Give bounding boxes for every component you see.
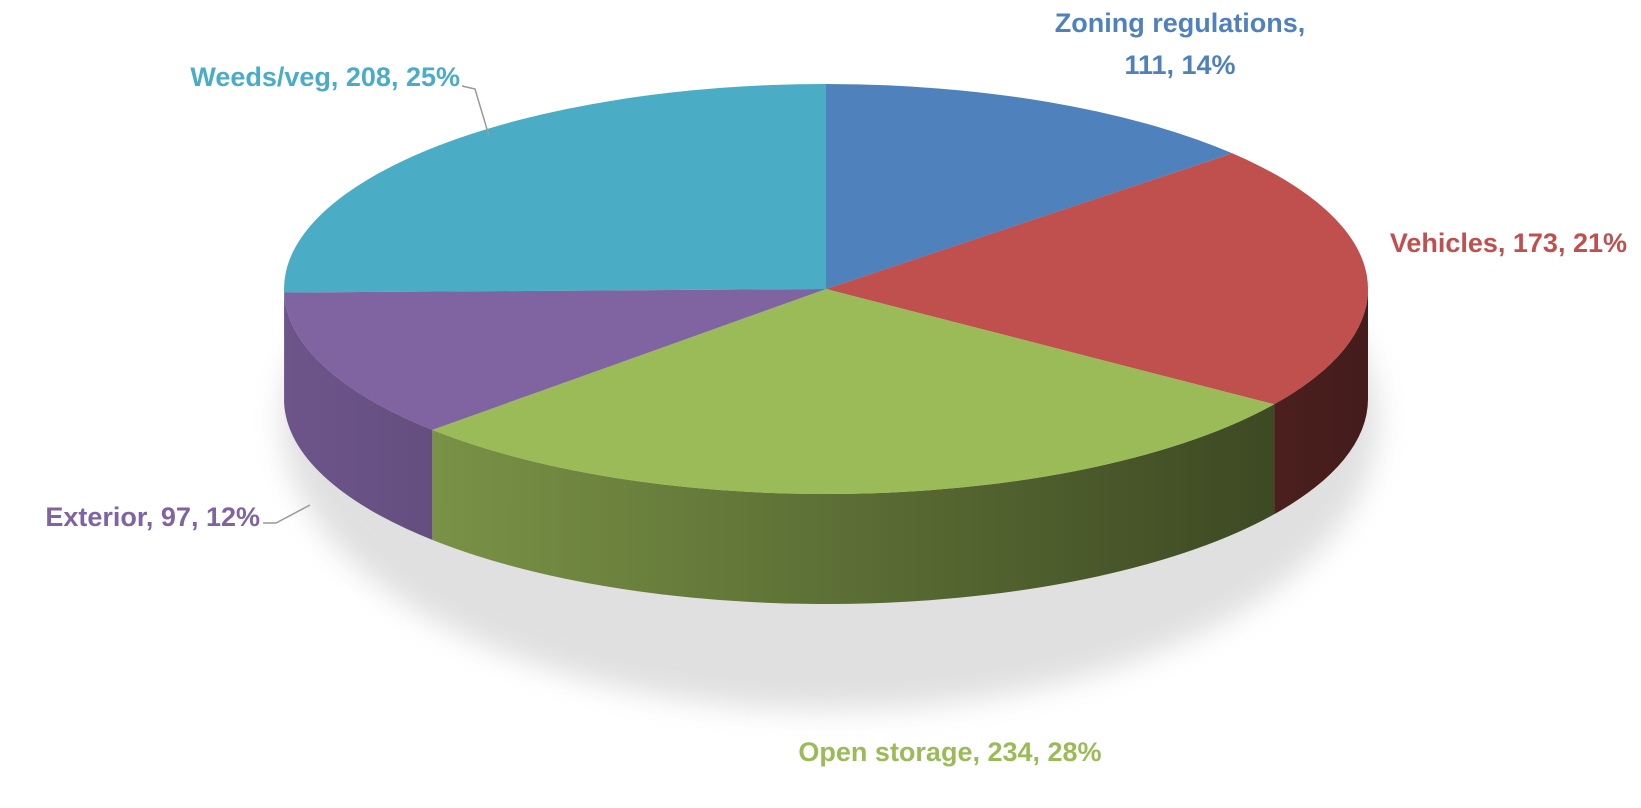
leader-line (462, 86, 489, 136)
pie-tops (284, 84, 1368, 494)
page: {"chart_data": {"type": "pie3d", "catego… (0, 0, 1641, 808)
data-label: Weeds/veg, 208, 25% (190, 56, 460, 98)
slice (284, 84, 826, 293)
data-label: Open storage, 234, 28% (790, 731, 1110, 773)
leader-line (263, 505, 310, 523)
data-label: Zoning regulations, 111, 14% (1030, 2, 1330, 86)
data-label: Vehicles, 173, 21% (1390, 222, 1627, 264)
chart (0, 0, 1641, 808)
data-label: Exterior, 97, 12% (45, 496, 260, 538)
